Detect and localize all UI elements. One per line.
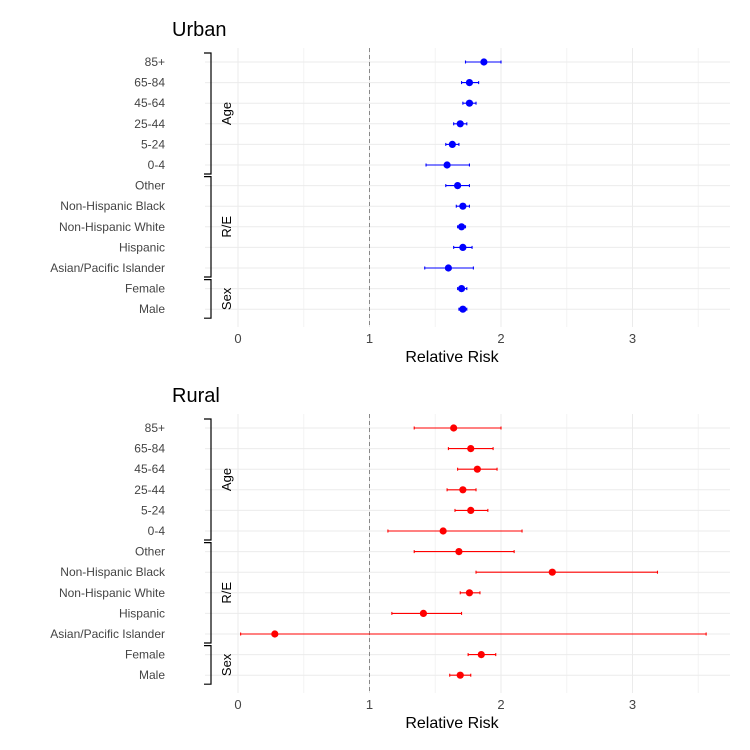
x-tick-label: 2: [497, 697, 504, 712]
y-tick-label: Asian/Pacific Islander: [50, 261, 165, 275]
y-tick-label: 5-24: [141, 137, 165, 151]
x-axis-label: Relative Risk: [405, 715, 499, 732]
x-tick-label: 1: [366, 331, 373, 346]
point-estimate: [459, 305, 467, 313]
x-tick-label: 3: [629, 331, 636, 346]
x-tick-label: 2: [497, 331, 504, 346]
point-estimate: [473, 465, 481, 473]
point-estimate: [459, 243, 467, 251]
point-estimate: [467, 506, 475, 514]
panel-urban: Urban 85+ 65-84 45-64 25-44 5-24 0-4 Other Non-H…: [50, 19, 730, 366]
panel-title: Urban: [172, 19, 226, 41]
point-estimate: [457, 285, 466, 293]
point-estimate: [480, 58, 488, 66]
y-tick-label: Non-Hispanic Black: [60, 565, 166, 579]
point-estimate: [459, 486, 467, 494]
panel-title: Rural: [172, 385, 220, 407]
group-bracket: [204, 542, 212, 644]
group-bracket: [204, 176, 212, 278]
y-tick-label: 45-64: [134, 96, 165, 110]
point-estimate: [439, 527, 447, 535]
point-estimate: [454, 182, 462, 190]
x-tick-label: 1: [366, 697, 373, 712]
y-tick-label: Male: [139, 302, 165, 316]
group-bracket: [204, 279, 212, 319]
point-estimate: [448, 140, 456, 148]
group-label: Sex: [219, 287, 234, 310]
x-tick-label: 0: [234, 331, 241, 346]
point-estimate: [419, 609, 428, 618]
group-bracket: [204, 418, 212, 541]
point-estimate: [444, 264, 452, 272]
point-estimate: [456, 671, 464, 679]
group-label: R/E: [219, 216, 234, 238]
y-tick-label: 0-4: [148, 158, 166, 172]
y-tick-label: Other: [135, 545, 165, 559]
y-tick-label: Non-Hispanic White: [59, 220, 165, 234]
group-bracket: [204, 645, 212, 685]
group-label: Age: [219, 102, 234, 125]
y-tick-label: 65-84: [134, 76, 165, 90]
group-label: Age: [219, 468, 234, 491]
group-bracket: [204, 52, 212, 175]
x-tick-label: 3: [629, 697, 636, 712]
group-label: Sex: [219, 653, 234, 676]
y-tick-label: Female: [125, 648, 165, 662]
point-estimate: [465, 99, 474, 107]
point-estimate: [465, 79, 474, 87]
point-estimate: [477, 651, 485, 659]
y-tick-label: Female: [125, 282, 165, 296]
y-tick-label: 25-44: [134, 483, 165, 497]
point-estimate: [456, 120, 464, 128]
point-estimate: [465, 589, 474, 597]
panel-rural: Rural 85+ 65-84 45-64 25-44 5-24 0-4 Other Non-H…: [50, 385, 730, 732]
y-tick-label: 0-4: [148, 524, 166, 538]
y-tick-label: Non-Hispanic Black: [60, 199, 166, 213]
point-estimate: [443, 161, 451, 169]
point-estimate: [459, 202, 467, 210]
y-tick-label: 65-84: [134, 442, 165, 456]
point-estimate: [455, 548, 463, 556]
y-tick-label: Other: [135, 179, 165, 193]
x-axis-label: Relative Risk: [405, 349, 499, 366]
y-tick-label: 45-64: [134, 462, 165, 476]
x-tick-label: 0: [234, 697, 241, 712]
y-tick-label: Male: [139, 668, 165, 682]
y-tick-label: 85+: [145, 421, 165, 435]
y-tick-label: Hispanic: [119, 240, 165, 254]
group-label: R/E: [219, 582, 234, 604]
y-tick-label: 85+: [145, 55, 165, 69]
point-estimate: [450, 424, 458, 432]
y-tick-label: Hispanic: [119, 606, 165, 620]
point-estimate: [271, 630, 279, 638]
point-estimate: [548, 568, 556, 576]
point-estimate: [457, 223, 466, 231]
y-tick-label: Non-Hispanic White: [59, 586, 165, 600]
y-tick-label: 25-44: [134, 117, 165, 131]
y-tick-label: 5-24: [141, 503, 165, 517]
point-estimate: [467, 445, 475, 453]
y-tick-label: Asian/Pacific Islander: [50, 627, 165, 641]
